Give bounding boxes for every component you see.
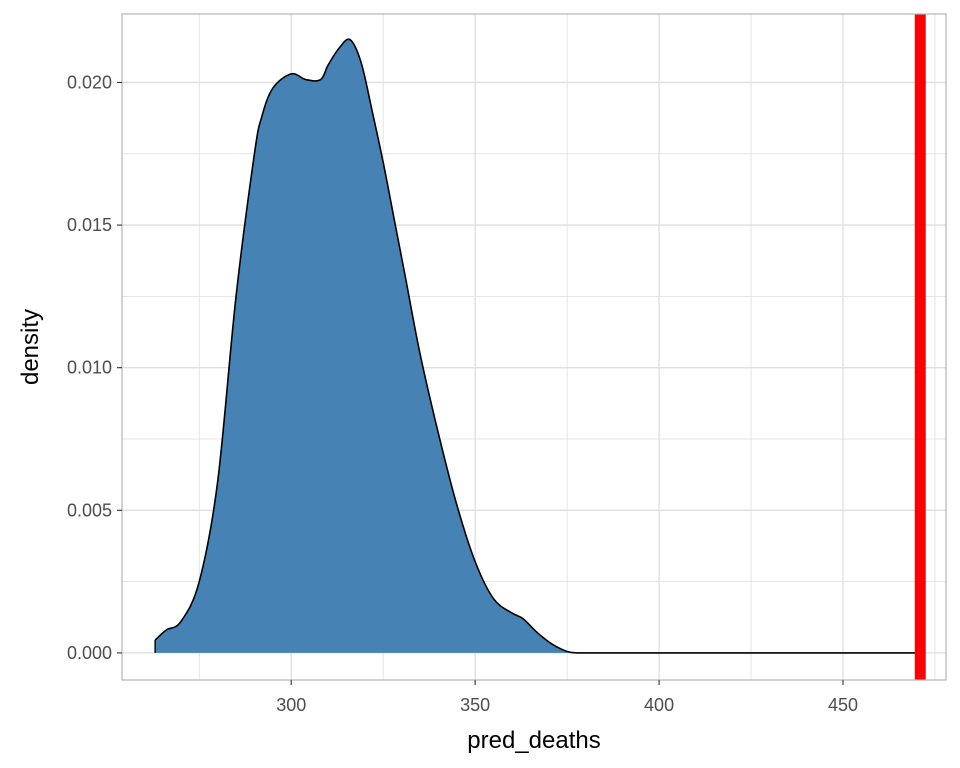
y-tick-label: 0.020: [67, 72, 112, 92]
tick-layer: 300 350 400 450 0.000 0.005 0.010 0.015 0.020: [67, 72, 858, 715]
x-axis-title: pred_deaths: [467, 727, 600, 754]
panel-border: [121, 13, 947, 681]
y-tick-label: 0.010: [67, 358, 112, 378]
density-area: [155, 39, 924, 653]
y-axis-title: density: [17, 309, 44, 385]
density-outline: [154, 38, 924, 654]
x-tick-label: 450: [828, 695, 858, 715]
y-tick-label: 0.015: [67, 215, 112, 235]
y-tick-label: 0.000: [67, 643, 112, 663]
x-tick-label: 400: [644, 695, 674, 715]
x-tick-label: 300: [276, 695, 306, 715]
x-tick-label: 350: [460, 695, 490, 715]
data-layer: [154, 14, 926, 680]
y-tick-label: 0.005: [67, 500, 112, 520]
